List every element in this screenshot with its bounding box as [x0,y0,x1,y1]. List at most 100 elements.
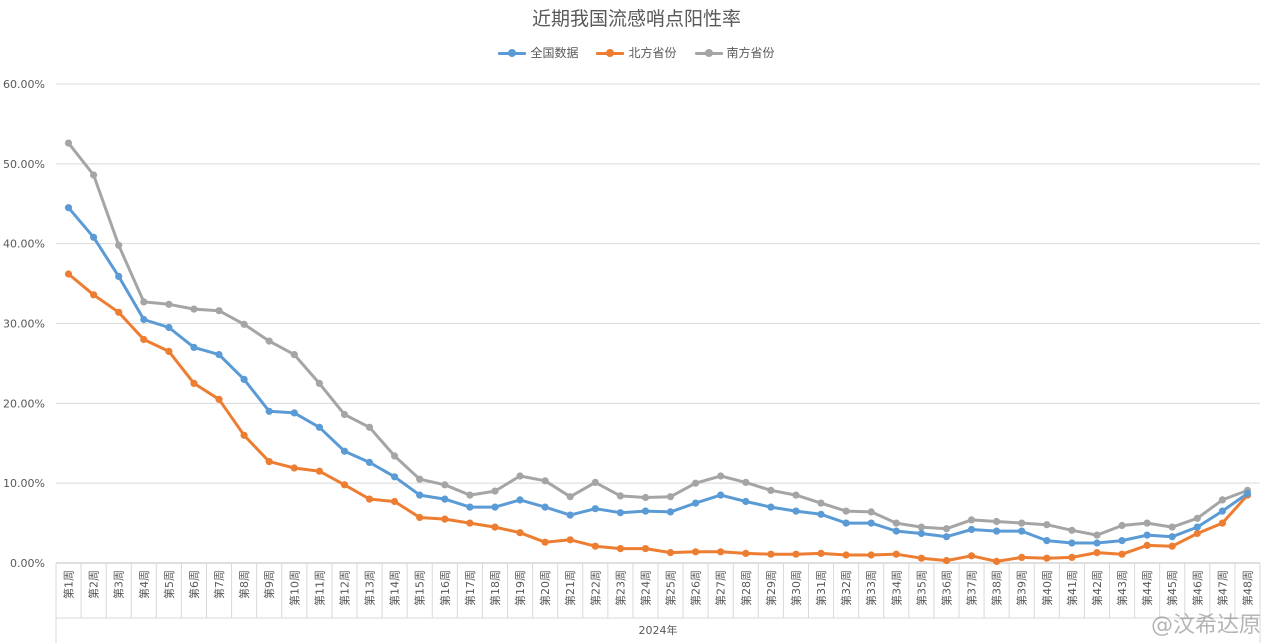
data-point [666,508,675,516]
y-tick-label: 50.00% [3,158,45,171]
legend-swatch-south [694,47,723,59]
data-point [340,481,349,489]
x-tick-label: 第23周 [613,570,627,606]
series-line-0 [67,206,1249,545]
data-point [993,517,1001,526]
data-point [692,499,700,507]
data-point [717,472,725,480]
data-point [165,323,173,332]
data-point [441,481,449,489]
data-point [115,272,123,280]
data-point [240,320,248,328]
x-axis-label: 2024年 [639,623,678,637]
x-tick-label: 第3周 [112,570,126,599]
data-point [666,493,675,501]
x-tick-label: 第8周 [237,570,251,599]
data-point [742,478,750,486]
data-point [391,497,399,506]
legend-item-north: 北方省份 [596,44,677,61]
data-point [1218,496,1226,504]
data-point [190,379,198,387]
data-point [1118,521,1126,530]
data-point [215,395,223,403]
data-point [967,516,976,524]
data-point [1193,514,1201,522]
data-point [1018,553,1026,562]
data-point [441,495,449,503]
x-tick-label: 第24周 [638,570,652,606]
x-tick-label: 第47周 [1215,570,1229,606]
data-point [315,423,323,431]
data-point [64,270,73,278]
data-point [466,491,474,499]
data-point [290,464,298,472]
data-point [1168,533,1176,541]
data-point [240,431,248,439]
data-point [416,491,424,499]
data-point [742,549,750,558]
y-tick-label: 40.00% [3,238,45,251]
data-point [165,347,173,355]
data-point [516,472,524,480]
data-point [566,536,574,544]
data-point [917,529,926,538]
x-tick-label: 第12周 [337,570,351,606]
data-point [767,503,775,511]
data-point [1043,554,1051,562]
x-tick-label: 第33周 [864,570,878,606]
x-tick-label: 第34周 [889,570,903,606]
data-point [616,509,625,517]
x-tick-label: 第44周 [1140,570,1154,606]
data-point [1243,489,1252,498]
data-point [967,525,976,534]
x-tick-label: 第29周 [764,570,778,606]
data-point [1043,537,1051,545]
data-point [1218,519,1226,527]
x-tick-label: 第30周 [789,570,803,606]
data-point [1068,526,1076,534]
legend-label-south: 南方省份 [726,46,775,60]
data-point [90,171,98,179]
x-tick-label: 第38周 [990,570,1004,606]
data-point [1143,519,1151,527]
data-point [491,503,499,511]
data-point [1093,549,1101,557]
data-point [817,499,825,507]
data-point [90,233,98,241]
x-tick-label: 第15周 [413,570,427,606]
x-tick-label: 第21周 [563,570,577,606]
data-point [566,511,574,519]
data-point [1118,537,1126,545]
data-point [115,308,123,316]
data-point [942,533,951,541]
legend-swatch-national [498,47,527,59]
data-point [641,545,650,553]
data-point [1018,519,1026,527]
data-point [340,447,349,455]
legend-item-national: 全国数据 [498,44,578,61]
data-point [115,241,123,249]
data-point [441,515,449,523]
data-point [1193,529,1201,538]
data-point [391,473,399,481]
x-tick-label: 第45周 [1165,570,1179,606]
data-point [967,552,976,560]
data-point [616,545,625,553]
x-tick-label: 第31周 [814,570,828,606]
data-point [641,493,650,502]
chart-title: 近期我国流感哨点阳性率 [531,8,741,30]
data-point [717,548,725,556]
y-tick-label: 60.00% [3,78,45,91]
data-point [1068,539,1076,547]
data-point [190,305,198,313]
data-point [265,407,273,415]
data-point [692,548,700,556]
data-point [591,542,599,550]
x-tick-label: 第14周 [388,570,402,606]
x-tick-label: 第5周 [162,570,176,599]
legend-item-south: 南方省份 [694,44,775,61]
data-point [616,492,625,500]
x-tick-label: 第32周 [839,570,853,606]
data-point [792,507,800,515]
